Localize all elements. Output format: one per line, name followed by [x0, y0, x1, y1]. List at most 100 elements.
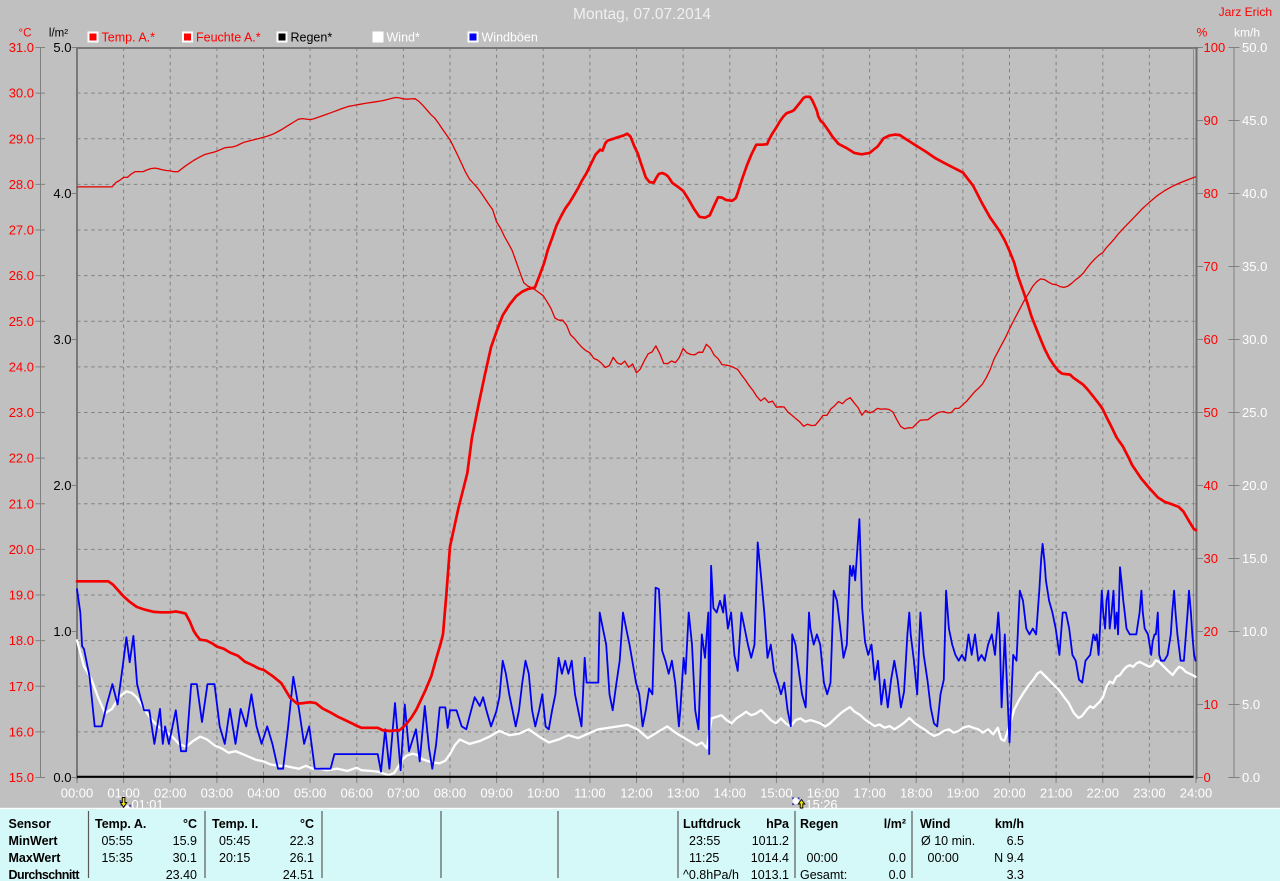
- svg-text:08:00: 08:00: [434, 786, 467, 801]
- svg-text:MinWert: MinWert: [9, 834, 59, 848]
- svg-text:Regen*: Regen*: [291, 31, 333, 45]
- svg-text:3.3: 3.3: [1007, 868, 1024, 881]
- svg-text:6.5: 6.5: [1007, 834, 1024, 848]
- svg-text:05:00: 05:00: [294, 786, 327, 801]
- svg-text:°C: °C: [19, 28, 32, 40]
- svg-text:0.0: 0.0: [889, 868, 906, 881]
- svg-text:°C: °C: [300, 817, 314, 831]
- svg-text:04:00: 04:00: [247, 786, 280, 801]
- svg-text:0: 0: [1204, 770, 1211, 785]
- svg-text:hPa: hPa: [766, 817, 790, 831]
- svg-text:50.0: 50.0: [1242, 40, 1267, 55]
- svg-text:03:00: 03:00: [201, 786, 234, 801]
- svg-text:24.51: 24.51: [283, 868, 314, 881]
- svg-text:Wind*: Wind*: [387, 31, 420, 45]
- svg-text:km/h: km/h: [995, 817, 1024, 831]
- svg-text:15:35: 15:35: [102, 851, 133, 865]
- svg-text:10.0: 10.0: [1242, 624, 1267, 639]
- svg-text:%: %: [1197, 26, 1208, 40]
- svg-text:19:00: 19:00: [947, 786, 980, 801]
- svg-text:30: 30: [1204, 551, 1218, 566]
- svg-text:Gesamt:: Gesamt:: [800, 868, 847, 881]
- svg-text:Jarz Erich: Jarz Erich: [1219, 5, 1272, 19]
- svg-text:19.0: 19.0: [9, 588, 34, 603]
- svg-text:1011.2: 1011.2: [752, 834, 789, 848]
- svg-text:0.0: 0.0: [53, 770, 71, 785]
- svg-text:l/m²: l/m²: [884, 817, 906, 831]
- svg-text:15.0: 15.0: [9, 770, 34, 785]
- svg-text:km/h: km/h: [1234, 26, 1260, 40]
- svg-text:20:15: 20:15: [219, 851, 250, 865]
- svg-text:40.0: 40.0: [1242, 186, 1267, 201]
- svg-text:02:00: 02:00: [154, 786, 187, 801]
- svg-text:Wind: Wind: [920, 817, 950, 831]
- svg-text:24.0: 24.0: [9, 359, 34, 374]
- svg-text:29.0: 29.0: [9, 131, 34, 146]
- svg-text:80: 80: [1204, 186, 1218, 201]
- svg-text:30.0: 30.0: [1242, 332, 1267, 347]
- svg-text:21.0: 21.0: [9, 496, 34, 511]
- svg-text:05:55: 05:55: [102, 834, 133, 848]
- svg-text:22.3: 22.3: [290, 834, 314, 848]
- svg-text:100: 100: [1204, 40, 1226, 55]
- svg-text:Temp. A.*: Temp. A.*: [102, 31, 156, 45]
- svg-text:5.0: 5.0: [1242, 697, 1260, 712]
- svg-text:20: 20: [1204, 624, 1218, 639]
- svg-text:16.0: 16.0: [9, 724, 34, 739]
- svg-text:30.0: 30.0: [9, 86, 34, 101]
- svg-text:45.0: 45.0: [1242, 113, 1267, 128]
- svg-text:Durchschnitt: Durchschnitt: [9, 868, 81, 881]
- svg-text:12:00: 12:00: [620, 786, 653, 801]
- svg-text:Feuchte A.*: Feuchte A.*: [196, 31, 261, 45]
- svg-text:0.0: 0.0: [1242, 770, 1260, 785]
- svg-text:01:00: 01:00: [107, 786, 140, 801]
- svg-text:Montag, 07.07.2014: Montag, 07.07.2014: [573, 6, 711, 23]
- svg-text:N 9.4: N 9.4: [994, 851, 1024, 865]
- svg-text:Ø 10 min.: Ø 10 min.: [921, 834, 975, 848]
- svg-text:25.0: 25.0: [9, 314, 34, 329]
- svg-text:15.9: 15.9: [173, 834, 197, 848]
- svg-text:Regen: Regen: [800, 817, 838, 831]
- svg-text:60: 60: [1204, 332, 1218, 347]
- svg-text:3.0: 3.0: [53, 332, 71, 347]
- svg-text:27.0: 27.0: [9, 223, 34, 238]
- svg-text:01:01: 01:01: [132, 797, 164, 812]
- svg-text:18:00: 18:00: [900, 786, 933, 801]
- svg-text:05:45: 05:45: [219, 834, 250, 848]
- svg-text:50: 50: [1204, 405, 1218, 420]
- svg-text:13:00: 13:00: [667, 786, 700, 801]
- svg-text:25.0: 25.0: [1242, 405, 1267, 420]
- svg-text:24:00: 24:00: [1180, 786, 1213, 801]
- svg-text:11:00: 11:00: [574, 786, 606, 801]
- svg-text:Windböen: Windböen: [482, 31, 538, 45]
- svg-text:07:00: 07:00: [387, 786, 420, 801]
- svg-text:23:00: 23:00: [1133, 786, 1166, 801]
- svg-text:5.0: 5.0: [53, 40, 71, 55]
- svg-text:10:00: 10:00: [527, 786, 560, 801]
- svg-text:23:55: 23:55: [689, 834, 720, 848]
- svg-text:06:00: 06:00: [340, 786, 373, 801]
- svg-text:l/m²: l/m²: [49, 28, 68, 40]
- svg-text:00:00: 00:00: [928, 851, 959, 865]
- svg-text:26.0: 26.0: [9, 268, 34, 283]
- svg-text:1.0: 1.0: [53, 624, 71, 639]
- svg-text:00:00: 00:00: [807, 851, 838, 865]
- svg-text:22:00: 22:00: [1086, 786, 1119, 801]
- svg-text:30.1: 30.1: [173, 851, 197, 865]
- svg-text:^0.8hPa/h: ^0.8hPa/h: [683, 868, 739, 881]
- svg-text:°C: °C: [183, 817, 197, 831]
- svg-text:31.0: 31.0: [9, 40, 34, 55]
- svg-text:1014.4: 1014.4: [751, 851, 789, 865]
- svg-text:17:00: 17:00: [853, 786, 886, 801]
- svg-text:23.40: 23.40: [166, 868, 197, 881]
- svg-text:21:00: 21:00: [1040, 786, 1073, 801]
- svg-text:23.0: 23.0: [9, 405, 34, 420]
- svg-text:20.0: 20.0: [9, 542, 34, 557]
- svg-text:0.0: 0.0: [889, 851, 906, 865]
- svg-text:15:00: 15:00: [760, 786, 793, 801]
- svg-text:18.0: 18.0: [9, 633, 34, 648]
- svg-text:20.0: 20.0: [1242, 478, 1267, 493]
- svg-text:26.1: 26.1: [290, 851, 314, 865]
- svg-text:17.0: 17.0: [9, 679, 34, 694]
- svg-text:70: 70: [1204, 259, 1218, 274]
